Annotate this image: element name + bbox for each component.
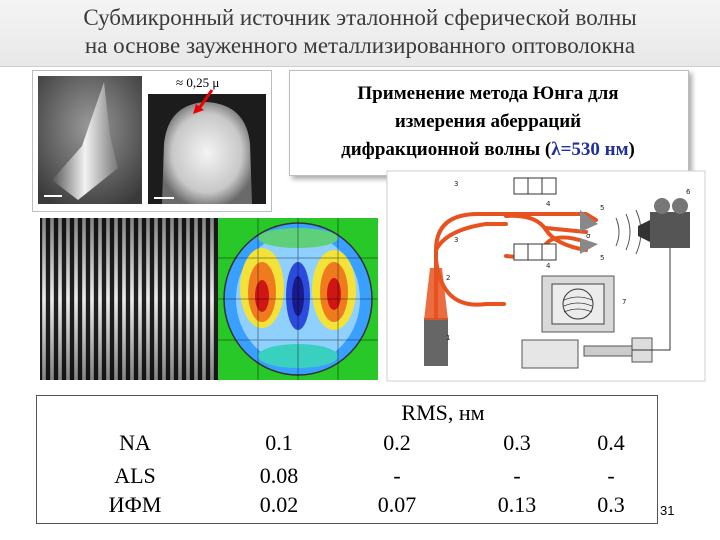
rms-table: RMS, нм NA 0.1 0.2 0.3 0.4 ALS 0.08 - - …	[36, 395, 658, 524]
als-value-3: -	[513, 463, 521, 488]
na-value-2: 0.2	[383, 430, 411, 455]
signal-lines	[632, 248, 671, 351]
svg-text:1: 1	[446, 334, 450, 342]
diagram-label-3: 3	[454, 180, 458, 188]
top-controller-box	[513, 177, 557, 195]
slide-number: 31	[660, 503, 675, 518]
row-label-als: ALS	[114, 463, 156, 488]
tip-size-label: ≈ 0,25 μ	[176, 75, 220, 90]
diagram-label-3b: 3	[454, 236, 458, 244]
red-arrow-icon	[193, 89, 214, 114]
svg-text:6: 6	[686, 188, 691, 196]
svg-text:2: 2	[446, 274, 450, 282]
lower-fiber-tip	[580, 238, 598, 254]
ifm-value-2: 0.07	[377, 492, 417, 517]
ifm-value-1: 0.02	[259, 492, 299, 517]
method-box	[289, 70, 689, 176]
row-label-ifm: ИФМ	[108, 492, 162, 517]
sem-fiber-tip-image	[38, 76, 142, 204]
method-line-1: Применение метода Юнга для	[357, 83, 619, 104]
svg-text:7: 7	[622, 298, 626, 306]
row-label-na: NA	[119, 430, 151, 455]
young-setup-diagram: 3 3 4 4 5 5 6 7 2 1 σ	[386, 170, 706, 382]
slide-title: Субмикронный источник эталонной сферичес…	[0, 4, 720, 60]
title-line-1: Субмикронный источник эталонной сферичес…	[83, 5, 637, 30]
svg-text:5: 5	[600, 254, 604, 262]
computer-icon	[521, 275, 653, 369]
als-value-2: -	[393, 463, 401, 488]
wavefront-aberration-map	[218, 218, 378, 380]
na-value-4: 0.4	[597, 430, 625, 455]
method-line-3-suffix: )	[628, 139, 635, 160]
title-line-2: на основе зауженного металлизированного …	[84, 33, 636, 58]
svg-text:5: 5	[600, 204, 604, 212]
als-value-4: -	[607, 463, 615, 488]
na-value-3: 0.3	[503, 430, 531, 455]
camera-icon	[638, 198, 690, 248]
als-value-1: 0.08	[259, 463, 299, 488]
title-band	[0, 0, 720, 67]
sem-tip-closeup-image	[148, 94, 266, 204]
method-line-2: измерения аберраций	[394, 111, 582, 132]
rms-header: RMS, нм	[401, 400, 485, 425]
ifm-value-3: 0.13	[497, 492, 537, 517]
method-line-3-prefix: дифракционной волны (	[341, 139, 552, 160]
na-value-1: 0.1	[265, 430, 293, 455]
svg-text:4: 4	[546, 200, 551, 208]
interference-fringes-image	[40, 218, 218, 380]
ifm-value-4: 0.3	[597, 492, 625, 517]
diagram-labels: 3 3 4 4 5 5 6 7 2 1 σ	[446, 180, 691, 342]
method-line-3: дифракционной волны (λ=530 нм)	[289, 136, 687, 164]
svg-text:σ: σ	[586, 232, 591, 240]
laser-icon	[424, 268, 448, 366]
bottom-controller-box	[513, 243, 557, 261]
upper-fiber-tip	[580, 210, 598, 232]
method-text: Применение метода Юнга для измерения абе…	[289, 80, 687, 164]
lambda-value: λ=530 нм	[551, 139, 629, 160]
svg-text:4: 4	[546, 262, 551, 270]
